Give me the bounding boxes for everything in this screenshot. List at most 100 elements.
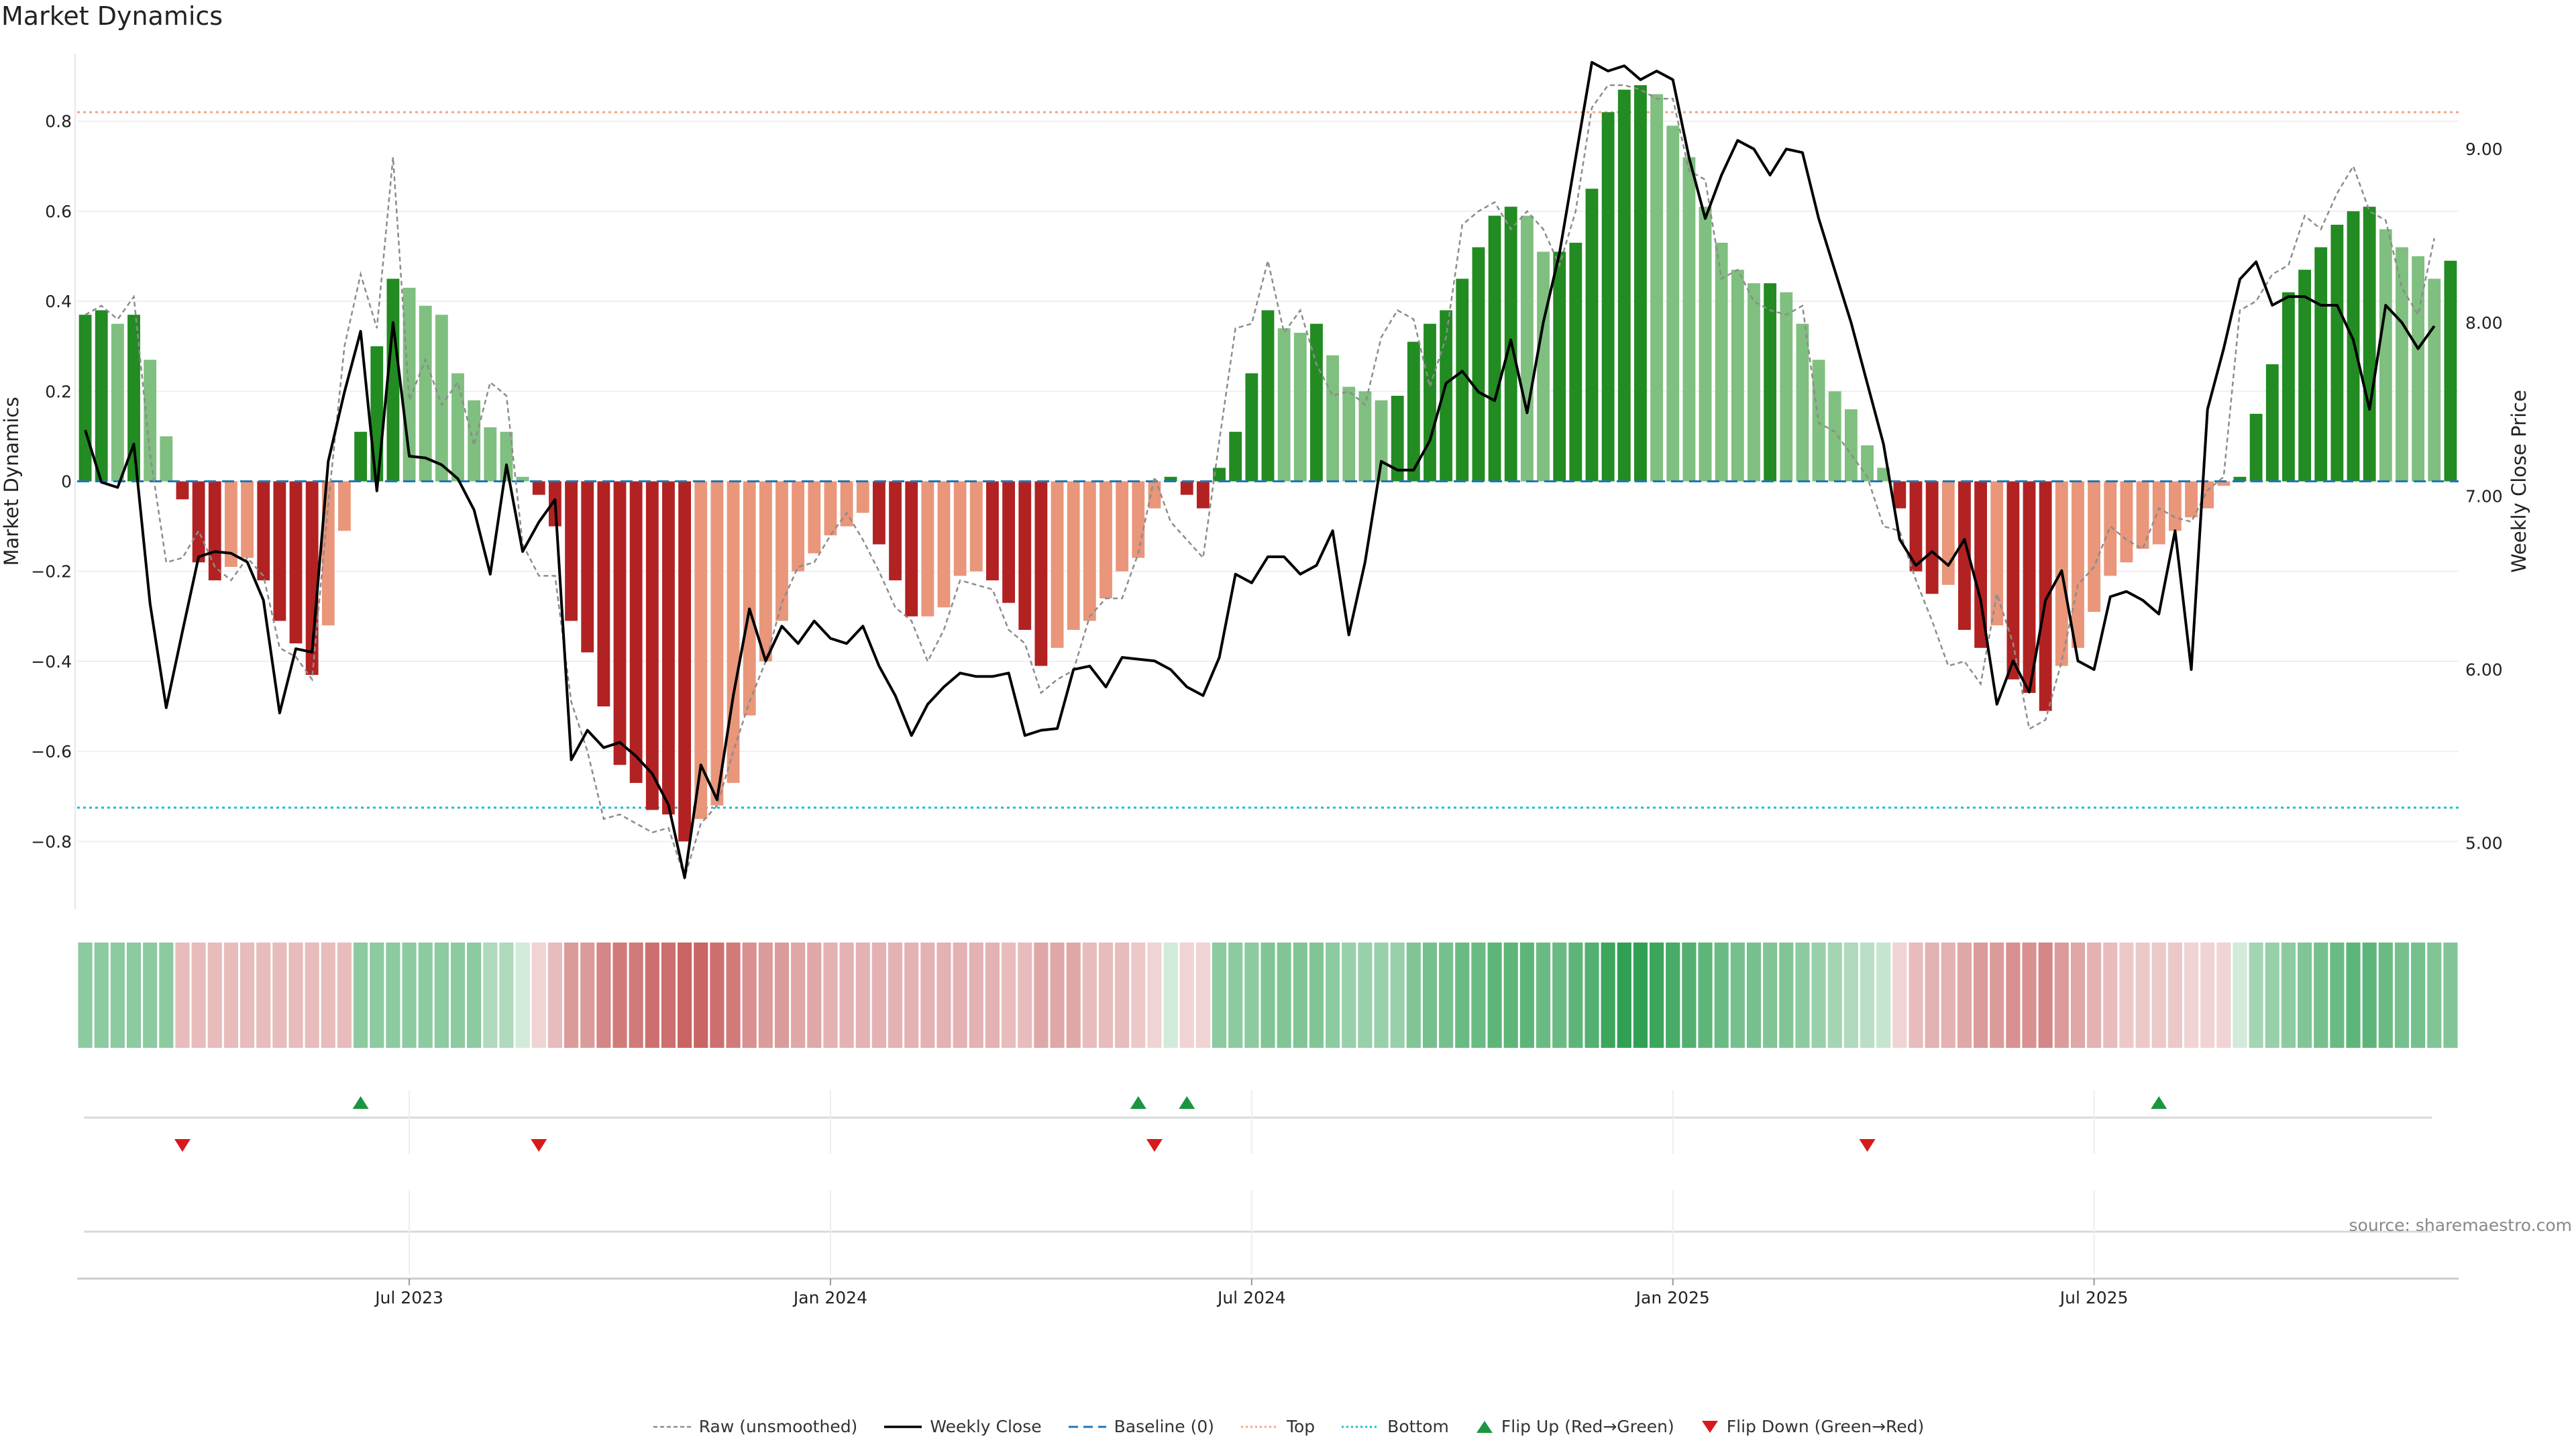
heat-cell — [985, 943, 1000, 1048]
heat-cell — [418, 943, 433, 1048]
legend-item-bottom: Bottom — [1340, 1417, 1449, 1436]
dynamics-bar — [1699, 207, 1712, 482]
heat-cell — [742, 943, 757, 1048]
heat-cell — [2006, 943, 2021, 1048]
heat-cell — [953, 943, 967, 1048]
dynamics-bar — [111, 323, 124, 482]
heat-cell — [2314, 943, 2328, 1048]
dynamics-bar — [808, 481, 821, 553]
heat-cell — [855, 943, 870, 1048]
heat-cell — [1228, 943, 1243, 1048]
dynamics-bar — [2233, 476, 2247, 482]
heat-cell — [904, 943, 919, 1048]
dynamics-bar — [1375, 400, 1388, 482]
dynamics-bar — [2314, 247, 2328, 482]
dynamics-bar — [1034, 481, 1048, 666]
heat-cell — [159, 943, 174, 1048]
y-tick-label: 0.4 — [45, 292, 72, 311]
dynamics-bar — [1974, 481, 1988, 648]
dynamics-bar — [1828, 391, 1841, 482]
heat-cell — [920, 943, 935, 1048]
heat-cell — [1471, 943, 1486, 1048]
dynamics-bar — [1537, 252, 1550, 482]
chart-title: Market Dynamics — [1, 1, 223, 31]
heat-cell — [386, 943, 400, 1048]
dynamics-bar — [1990, 481, 2004, 626]
heat-cell — [2298, 943, 2312, 1048]
legend-item-baseline: Baseline (0) — [1067, 1417, 1214, 1436]
dashed-line-gray-icon — [653, 1426, 691, 1428]
flip-down-marker — [531, 1139, 547, 1152]
heat-cell — [1730, 943, 1745, 1048]
y2-tick-label: 9.00 — [2465, 140, 2503, 159]
heat-cell — [2054, 943, 2069, 1048]
axes-layer: 0.8 0.6 0.4 0.2 0 −0.2 −0.4 −0.6 −0.8 9.00 8.00 7.0… — [0, 54, 2530, 909]
heat-cell — [1374, 943, 1389, 1048]
dynamics-bar — [743, 481, 756, 716]
heat-cell — [1293, 943, 1307, 1048]
flip-up-marker — [352, 1096, 369, 1109]
dynamics-bar — [273, 481, 286, 621]
heat-cell — [1066, 943, 1081, 1048]
heat-cell — [678, 943, 692, 1048]
dynamics-bar — [1634, 85, 1647, 482]
heat-cell — [94, 943, 109, 1048]
dotted-line-orange-icon — [1240, 1426, 1279, 1428]
dynamics-bar — [1196, 481, 1210, 508]
heat-cell — [1876, 943, 1891, 1048]
dynamics-bar — [160, 436, 173, 482]
heat-cell — [1990, 943, 2004, 1048]
dynamics-bar — [1245, 373, 1258, 482]
heat-cell — [288, 943, 303, 1048]
y-axis-title: Market Dynamics — [0, 397, 23, 566]
legend-item-flip-up: Flip Up (Red→Green) — [1474, 1417, 1674, 1436]
heat-cell — [774, 943, 790, 1048]
heat-cell — [1714, 943, 1729, 1048]
dynamics-bar — [127, 315, 140, 482]
heat-cell — [1860, 943, 1875, 1048]
dynamics-bar — [872, 481, 885, 545]
dynamics-bar — [824, 481, 837, 536]
y-tick-label: 0.6 — [45, 202, 72, 221]
heat-cell — [531, 943, 546, 1048]
dynamics-bar — [645, 481, 659, 810]
dynamics-bar — [1520, 215, 1534, 482]
y-tick-label: 0.2 — [45, 382, 72, 401]
y2-axis-title: Weekly Close Price — [2508, 390, 2530, 573]
heat-cell — [1260, 943, 1275, 1048]
heat-cell — [1827, 943, 1842, 1048]
y2-tick-label: 8.00 — [2465, 313, 2503, 333]
dynamics-bar — [1229, 431, 1242, 482]
heat-cell — [1277, 943, 1291, 1048]
dynamics-bar — [95, 310, 108, 482]
heat-cell — [547, 943, 562, 1048]
dynamics-bar — [1342, 386, 1356, 482]
dynamics-bar — [2249, 413, 2263, 482]
dynamics-bar — [1925, 481, 1939, 594]
dynamics-bar — [1472, 247, 1485, 482]
dynamics-bar — [1780, 292, 1793, 482]
dynamics-bar — [1748, 283, 1760, 482]
heat-cell — [2119, 943, 2134, 1048]
x-tick-label: Jul 2024 — [1216, 1288, 1286, 1307]
heat-cell — [450, 943, 466, 1048]
dynamics-bar — [1456, 278, 1469, 482]
heat-cell — [1326, 943, 1340, 1048]
dynamics-bar — [2379, 229, 2392, 482]
heat-cell — [661, 943, 676, 1048]
heat-cell — [2135, 943, 2150, 1048]
heat-cell — [596, 943, 611, 1048]
heat-cell — [1650, 943, 1664, 1048]
threshold-layer — [77, 111, 2459, 809]
dynamics-bar — [856, 481, 869, 513]
heat-cell — [1925, 943, 1939, 1048]
dynamics-bar — [2298, 270, 2311, 482]
heat-cell — [1406, 943, 1421, 1048]
y-tick-label: 0 — [61, 472, 72, 492]
heat-cell — [370, 943, 384, 1048]
dynamics-bar — [532, 481, 545, 495]
heat-cell — [467, 943, 482, 1048]
dynamics-bar — [2330, 225, 2344, 482]
dynamics-bar — [969, 481, 983, 572]
heat-cell — [2022, 943, 2037, 1048]
